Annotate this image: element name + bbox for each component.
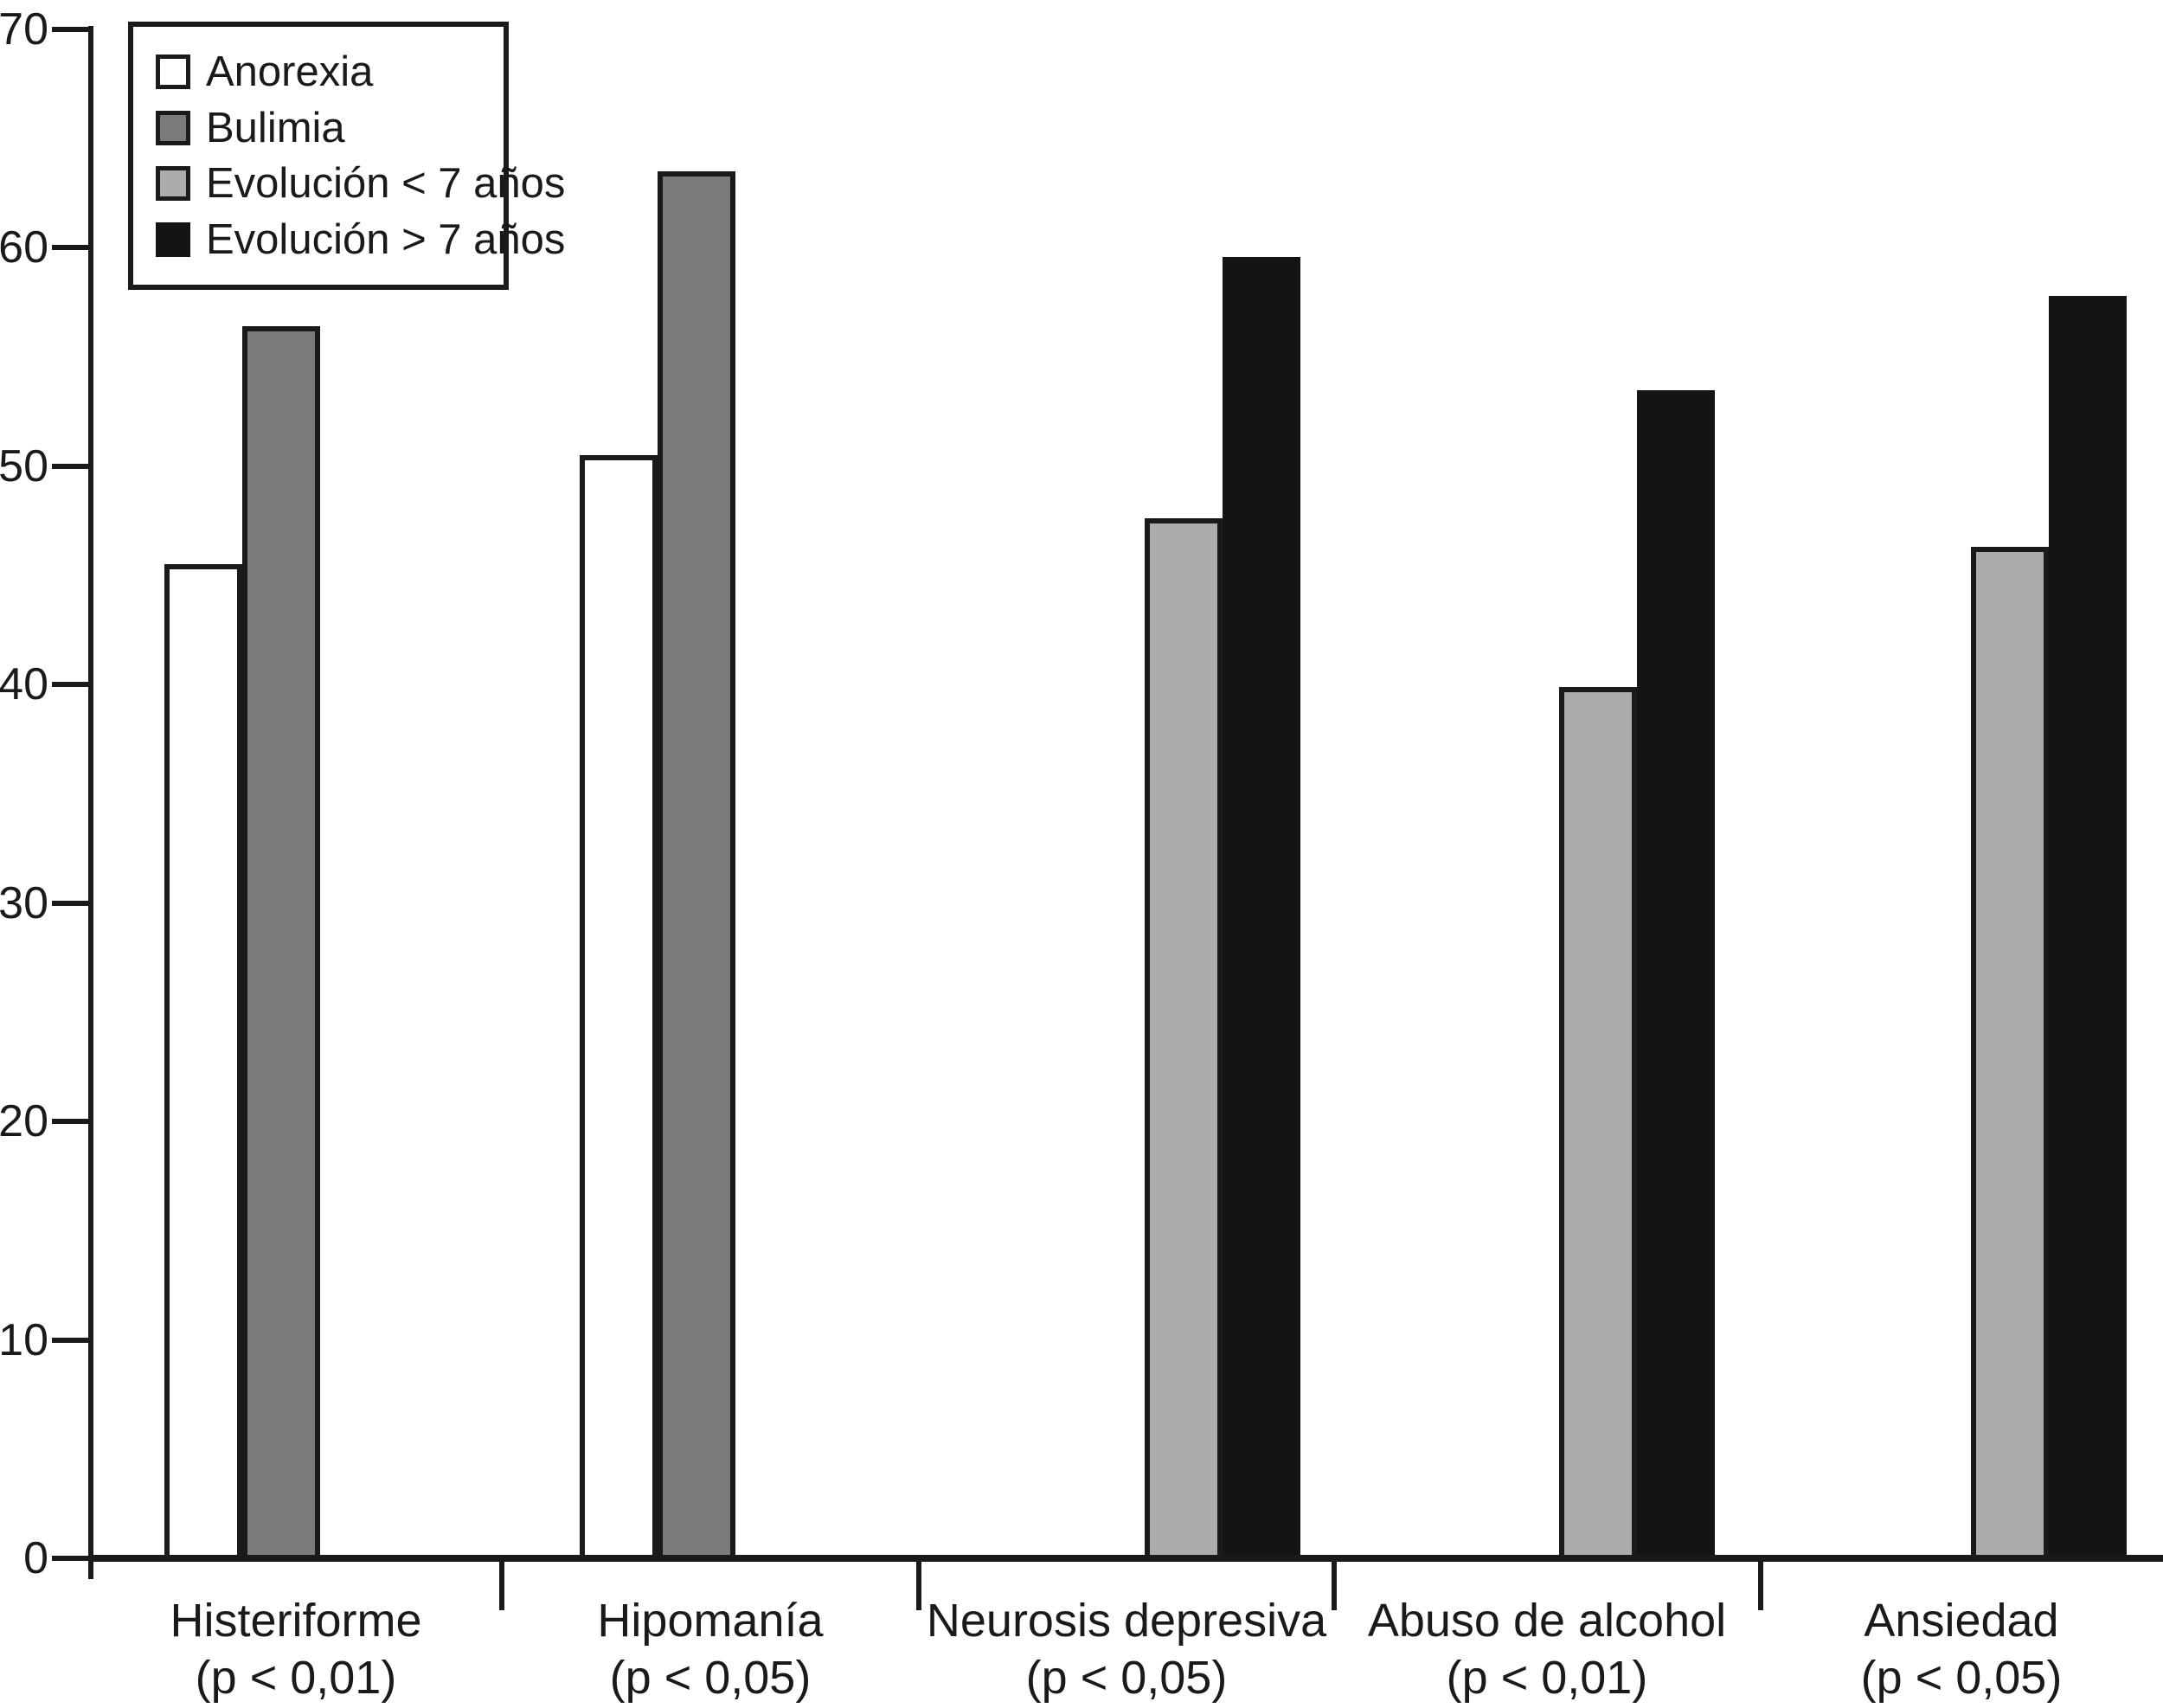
bar-evoluci-n-7-a-os: [1145, 518, 1223, 1560]
y-tick-label: 30: [0, 877, 48, 928]
y-tick: [52, 27, 91, 32]
legend-label: Anorexia: [206, 48, 374, 95]
category-pvalue: (p < 0,01): [195, 1652, 397, 1704]
x-tick: [1758, 1558, 1763, 1610]
y-tick-label: 50: [0, 440, 48, 491]
legend-item: Evolución > 7 años: [156, 217, 565, 262]
bar-evoluci-n-7-a-os: [1637, 389, 1715, 1560]
category-name: Hipomanía: [597, 1595, 824, 1647]
x-tick: [1332, 1558, 1337, 1610]
category-label: Abuso de alcohol (p < 0,01): [1368, 1592, 1726, 1706]
legend-label: Bulimia: [206, 104, 345, 151]
bar-anorexia: [580, 455, 658, 1560]
x-axis-line: [88, 1555, 2163, 1562]
bar-evoluci-n-7-a-os: [2049, 295, 2127, 1560]
legend: Anorexia Bulimia Evolución < 7 años Evoluci…: [128, 22, 565, 290]
legend-item: Anorexia: [156, 49, 495, 94]
category-label: Ansiedad (p < 0,05): [1861, 1592, 2063, 1706]
legend-swatch-1: [156, 55, 190, 89]
y-tick: [52, 682, 91, 688]
y-tick: [52, 1119, 91, 1125]
category-pvalue: (p < 0,05): [1025, 1652, 1228, 1704]
y-tick: [52, 1337, 91, 1343]
legend-item: Bulimia: [156, 106, 495, 151]
y-tick: [52, 245, 91, 251]
legend-swatch-2: [156, 110, 190, 145]
category-name: Neurosis depresiva: [926, 1595, 1327, 1647]
legend-label: Evolución > 7 años: [206, 215, 566, 263]
bar-bulimia: [242, 326, 320, 1560]
y-tick: [52, 1556, 91, 1561]
category-name: Abuso de alcohol: [1367, 1595, 1727, 1647]
category-name: Histeriforme: [170, 1595, 422, 1647]
y-tick-label: 70: [0, 4, 48, 55]
bar-evoluci-n-7-a-os: [1223, 256, 1300, 1560]
y-tick-label: 10: [0, 1314, 48, 1365]
y-tick-label: 40: [0, 659, 48, 710]
x-tick: [499, 1558, 504, 1610]
bar-anorexia: [164, 564, 242, 1560]
y-tick-label: 60: [0, 222, 48, 273]
y-tick: [52, 463, 91, 469]
x-tick: [916, 1558, 921, 1610]
legend-label: Evolución < 7 años: [206, 160, 566, 208]
y-tick-label: 20: [0, 1096, 48, 1147]
legend-swatch-4: [156, 222, 190, 257]
y-tick-label: 0: [23, 1533, 48, 1583]
bar-evoluci-n-7-a-os: [1971, 547, 2049, 1560]
category-name: Ansiedad: [1864, 1595, 2059, 1647]
bar-evoluci-n-7-a-os: [1559, 686, 1637, 1560]
category-pvalue: (p < 0,05): [1860, 1652, 2063, 1704]
category-label: Histeriforme (p < 0,01): [170, 1592, 421, 1706]
category-pvalue: (p < 0,05): [609, 1652, 812, 1704]
legend-item: Evolución < 7 años: [156, 161, 565, 206]
y-axis-line: [88, 26, 93, 1579]
y-tick: [52, 900, 91, 906]
category-label: Hipomanía (p < 0,05): [597, 1592, 823, 1706]
legend-swatch-3: [156, 166, 190, 202]
bar-bulimia: [658, 171, 735, 1560]
category-pvalue: (p < 0,01): [1446, 1652, 1648, 1704]
category-label: Neurosis depresiva (p < 0,05): [927, 1592, 1326, 1706]
